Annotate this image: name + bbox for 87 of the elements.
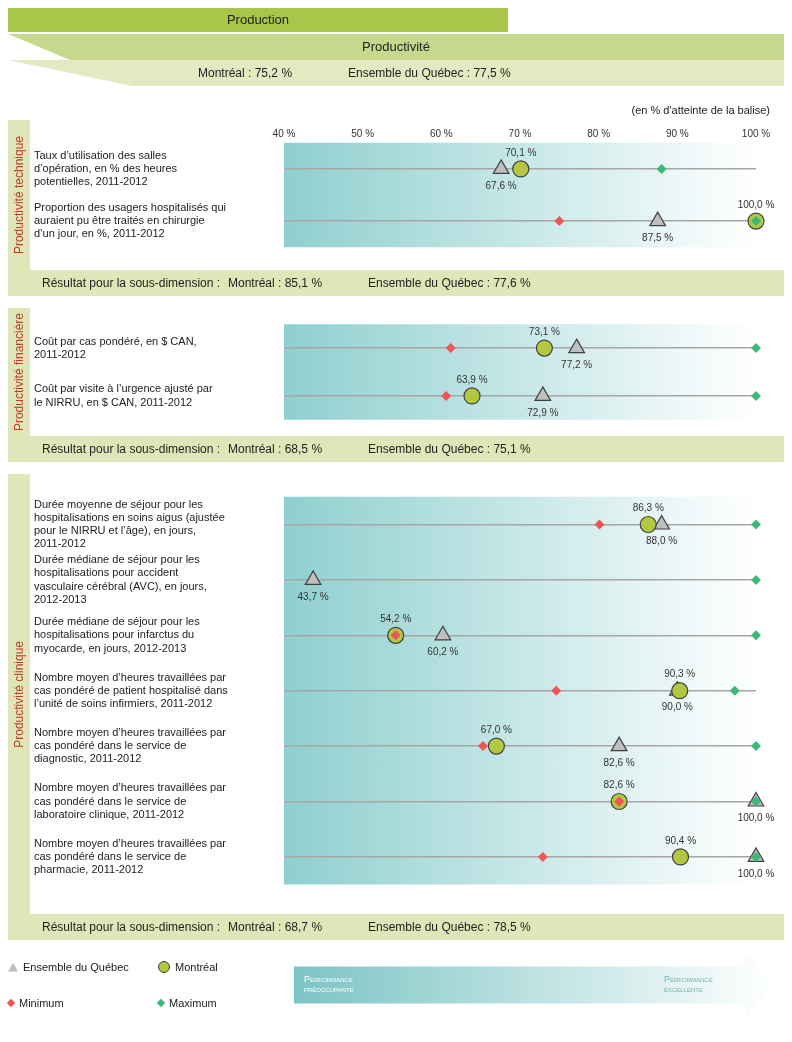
data-label: 54,2 % xyxy=(380,613,412,625)
point xyxy=(594,519,605,530)
x-tick-label: 90 % xyxy=(665,127,689,139)
point xyxy=(535,339,553,357)
data-label: 90,0 % xyxy=(661,701,693,713)
data-label: 86,3 % xyxy=(632,502,664,514)
point xyxy=(512,160,530,178)
point xyxy=(639,515,657,534)
text: (en % d'atteinte de la balise) xyxy=(630,104,770,118)
data-label: 67,0 % xyxy=(480,723,513,735)
y-tick-label: Coût par cas pondéré, en $ CAN, 2011-2012 xyxy=(34,334,197,360)
text: Performance excellente xyxy=(664,974,714,994)
y-tick-label: Durée médiane de séjour pour les hospitalisations pour infarctus du myocarde, en jours, 2012-2013 xyxy=(34,615,201,654)
chart-subtitle: Productivité xyxy=(8,34,784,60)
point xyxy=(751,741,761,752)
data-label: 82,6 % xyxy=(603,779,635,791)
text: Montréal : 68,7 % xyxy=(228,920,324,934)
data-label: 88,0 % xyxy=(646,535,678,547)
text: Résultat pour la sous-dimension : xyxy=(42,276,222,290)
data-label: 63,9 % xyxy=(456,373,488,385)
point xyxy=(441,390,452,401)
data-label: 70,1 % xyxy=(505,146,537,158)
text: Résultat pour la sous-dimension : xyxy=(42,920,222,934)
point xyxy=(751,630,761,641)
y-tick-label: Durée médiane de séjour pour les hospitalisations pour accident vasculaire cérébral (AVC), en jours, 2012-2013 xyxy=(34,553,207,605)
data-label: 72,9 % xyxy=(527,406,559,418)
text: Ensemble du Québec : 78,5 % xyxy=(368,920,531,934)
point xyxy=(656,163,667,174)
data-label: 90,3 % xyxy=(664,668,696,680)
text: Montréal : 75,2 % xyxy=(198,66,294,80)
data-label: 43,7 % xyxy=(297,590,329,602)
data-label: 82,6 % xyxy=(603,756,635,768)
point xyxy=(534,386,552,401)
x-tick-label: 40 % xyxy=(272,127,296,139)
data-label: 77,2 % xyxy=(561,358,593,370)
y-axis-title: Productivité clinique xyxy=(12,640,26,748)
point xyxy=(487,737,505,755)
data-label: 60,2 % xyxy=(427,646,459,658)
x-tick-label: 60 % xyxy=(429,127,453,139)
text: Performance préoccupante xyxy=(304,974,355,994)
data-label: 100,0 % xyxy=(737,867,775,879)
text: Montréal : 68,5 % xyxy=(228,442,324,456)
text: Résultat pour la sous-dimension : xyxy=(42,442,222,456)
data-label: 100,0 % xyxy=(737,812,775,824)
point xyxy=(445,343,456,354)
legend-label: Minimum xyxy=(18,997,65,1009)
y-tick-label: Nombre moyen d’heures travaillées par cas pondéré dans le service de laboratoire clinique, 2011-2012 xyxy=(34,781,227,820)
point xyxy=(492,159,510,174)
data-label: 87,5 % xyxy=(642,231,674,243)
y-tick-label: Proportion des usagers hospitalisés qui auraient pu être traités en chirurgie d’un jour, en %, 2011-2012 xyxy=(34,200,227,240)
data-label: 73,1 % xyxy=(528,325,561,337)
legend-label: Maximum xyxy=(168,997,218,1009)
data-label: 67,6 % xyxy=(485,179,517,191)
y-tick-label: Durée moyenne de séjour pour les hospitalisations en soins aigus (ajustée pour le NIRRU et l’âge), en jours, 2011-2012 xyxy=(34,497,225,550)
y-axis-title: Productivité technique xyxy=(12,135,26,255)
point xyxy=(729,685,740,696)
point xyxy=(751,574,761,585)
legend-label: Montréal xyxy=(174,961,219,973)
text: Ensemble du Québec : 75,1 % xyxy=(368,442,531,456)
y-tick-label: Nombre moyen d’heures travaillées par cas pondéré dans le service de diagnostic, 2011-2012 xyxy=(34,725,227,765)
point xyxy=(554,216,565,227)
x-tick-label: 70 % xyxy=(508,127,532,139)
y-tick-label: Nombre moyen d’heures travaillées par cas pondéré de patient hospitalisé dans l’unité de soins infirmiers, 2011-2012 xyxy=(34,670,229,709)
text: Ensemble du Québec : 77,6 % xyxy=(368,276,531,290)
point xyxy=(610,736,628,752)
point xyxy=(537,851,548,862)
point xyxy=(671,682,689,700)
x-tick-label: 80 % xyxy=(587,127,611,139)
point xyxy=(478,741,489,752)
text: Montréal : 85,1 % xyxy=(228,276,324,290)
point xyxy=(751,343,761,354)
data-label: 90,4 % xyxy=(664,834,697,846)
point xyxy=(751,390,761,401)
x-tick-label: 50 % xyxy=(351,127,375,139)
point xyxy=(463,387,481,405)
y-tick-label: Nombre moyen d’heures travaillées par cas pondéré dans le service de pharmacie, 2011-2012 xyxy=(34,836,227,876)
y-tick-label: Taux d’utilisation des salles d’opération, en % des heures potentielles, 2011-2012 xyxy=(34,148,178,188)
y-axis-title: Productivité financière xyxy=(12,312,26,432)
x-tick-label: 100 % xyxy=(741,127,771,139)
point xyxy=(671,848,690,866)
point xyxy=(751,519,761,530)
text: Ensemble du Québec : 77,5 % xyxy=(348,66,511,80)
point xyxy=(551,685,562,696)
legend-label: Ensemble du Québec xyxy=(22,961,130,973)
data-label: 100,0 % xyxy=(737,198,775,210)
chart-title: Production xyxy=(8,8,508,32)
y-tick-label: Coût par visite à l’urgence ajusté par le NIRRU, en $ CAN, 2011-2012 xyxy=(34,382,213,408)
